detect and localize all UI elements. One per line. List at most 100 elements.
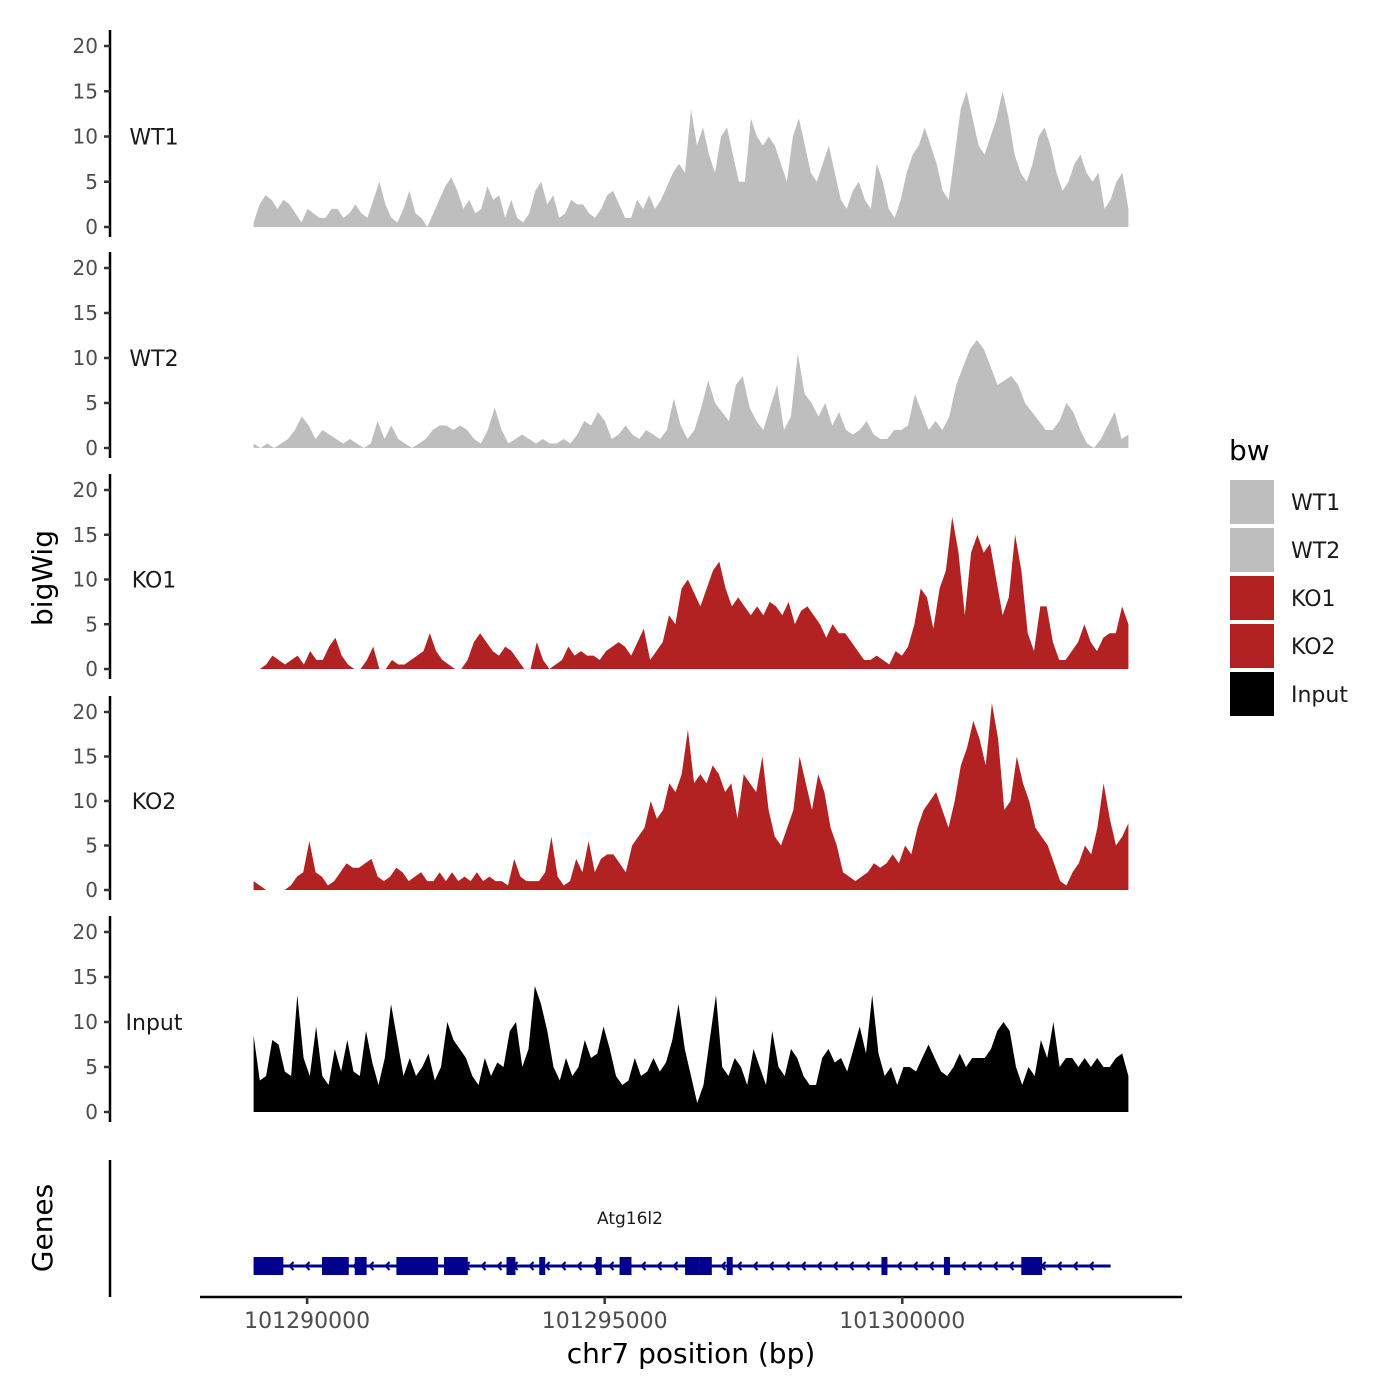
track-wt1: 0 5 10 15 20 WT1 (73, 30, 1129, 239)
gene-exon (1021, 1257, 1043, 1275)
y-tick-label: 0 (85, 1100, 98, 1124)
signal-area-input (253, 986, 1129, 1112)
y-tick-label: 5 (85, 834, 98, 858)
gene-exon (444, 1257, 468, 1275)
legend: bw WT1 WT2 KO1 KO2 Input (1229, 434, 1348, 716)
strand-arrow (736, 1261, 743, 1271)
gene-exon (943, 1257, 950, 1275)
y-axis-title: bigWig (26, 530, 59, 626)
strand-arrow (304, 1261, 311, 1271)
strand-arrow (480, 1261, 487, 1271)
track-ko2: 0 5 10 15 20 KO2 (73, 696, 1129, 902)
signal-area-wt1 (253, 91, 1129, 227)
legend-key-ko2 (1230, 624, 1274, 668)
signal-area-ko1 (253, 516, 1129, 669)
strand-arrow (1056, 1261, 1063, 1271)
strand-arrow (1088, 1261, 1095, 1271)
y-tick-label: 10 (73, 125, 98, 149)
x-axis: 101290000 101295000 101300000 (200, 1295, 1182, 1334)
strand-arrow (800, 1261, 807, 1271)
y-tick-label: 0 (85, 215, 98, 239)
gene-exon (726, 1257, 733, 1275)
track-ko1: 0 5 10 15 20 KO1 (73, 474, 1129, 681)
y-tick-label: 15 (73, 79, 98, 103)
legend-label-ko2: KO2 (1291, 635, 1336, 660)
legend-label-wt2: WT2 (1291, 539, 1340, 564)
gene-exon (354, 1257, 367, 1275)
gene-exon (506, 1257, 516, 1275)
gene-exon (619, 1257, 632, 1275)
strand-arrow (912, 1261, 919, 1271)
y-tick-label: 5 (85, 170, 98, 194)
legend-key-input (1230, 672, 1274, 716)
y-tick-label: 5 (85, 612, 98, 636)
strand-arrow (976, 1261, 983, 1271)
y-tick-label: 0 (85, 657, 98, 681)
y-tick-label: 20 (73, 700, 98, 724)
legend-title: bw (1229, 434, 1270, 467)
track-label-input: Input (126, 1011, 183, 1036)
strand-arrow (832, 1261, 839, 1271)
legend-label-input: Input (1291, 683, 1348, 708)
gene-exon (595, 1257, 602, 1275)
y-tick-label: 0 (85, 436, 98, 460)
track-panels: 0 5 10 15 20 WT1 0 5 10 15 20 WT2 0 5 10 15 20 KO1 0 5 10 15 2… (73, 30, 1129, 1124)
strand-arrow (288, 1261, 295, 1271)
strand-arrow (528, 1261, 535, 1271)
track-label-wt2: WT2 (129, 347, 178, 372)
strand-arrow (544, 1261, 551, 1271)
strand-arrow (896, 1261, 903, 1271)
y-tick-label: 5 (85, 1055, 98, 1079)
strand-arrow (928, 1261, 935, 1271)
y-tick-label: 15 (73, 523, 98, 547)
y-tick-label: 15 (73, 965, 98, 989)
x-tick-label: 101290000 (244, 1309, 370, 1334)
signal-area-wt2 (253, 340, 1129, 448)
y-tick-label: 10 (73, 568, 98, 592)
strand-arrow (1008, 1261, 1015, 1271)
strand-arrow (816, 1261, 823, 1271)
strand-arrow (656, 1261, 663, 1271)
gene-exon (685, 1257, 700, 1275)
legend-key-wt1 (1230, 480, 1274, 524)
gene-exon (322, 1257, 349, 1275)
x-axis-title: chr7 position (bp) (567, 1337, 816, 1370)
track-label-ko2: KO2 (132, 790, 177, 815)
strand-arrow (672, 1261, 679, 1271)
legend-key-wt2 (1230, 528, 1274, 572)
y-tick-label: 5 (85, 391, 98, 415)
strand-arrow (768, 1261, 775, 1271)
gene-exon (881, 1257, 888, 1275)
strand-arrow (368, 1261, 375, 1271)
strand-arrow (960, 1261, 967, 1271)
strand-arrow (752, 1261, 759, 1271)
y-tick-label: 20 (73, 478, 98, 502)
strand-arrow (784, 1261, 791, 1271)
signal-area-ko2 (253, 703, 1129, 890)
genes-axis-title: Genes (26, 1184, 59, 1272)
y-tick-label: 10 (73, 789, 98, 813)
y-tick-label: 20 (73, 256, 98, 280)
strand-arrow (608, 1261, 615, 1271)
y-tick-label: 15 (73, 745, 98, 769)
legend-key-ko1 (1230, 576, 1274, 620)
y-tick-label: 15 (73, 301, 98, 325)
legend-label-wt1: WT1 (1291, 491, 1340, 516)
strand-arrow (864, 1261, 871, 1271)
y-tick-label: 0 (85, 878, 98, 902)
gene-exon (699, 1257, 712, 1275)
track-label-wt1: WT1 (129, 126, 178, 151)
strand-arrow (496, 1261, 503, 1271)
strand-arrow (384, 1261, 391, 1271)
x-tick-label: 101300000 (839, 1309, 965, 1334)
y-tick-label: 20 (73, 34, 98, 58)
legend-label-ko1: KO1 (1291, 587, 1336, 612)
strand-arrow (848, 1261, 855, 1271)
gene-exon (396, 1257, 439, 1275)
gene-exon (539, 1257, 546, 1275)
gene-name-label: Atg16l2 (597, 1209, 663, 1229)
strand-arrow (576, 1261, 583, 1271)
strand-arrow (1072, 1261, 1079, 1271)
y-tick-label: 10 (73, 1010, 98, 1034)
